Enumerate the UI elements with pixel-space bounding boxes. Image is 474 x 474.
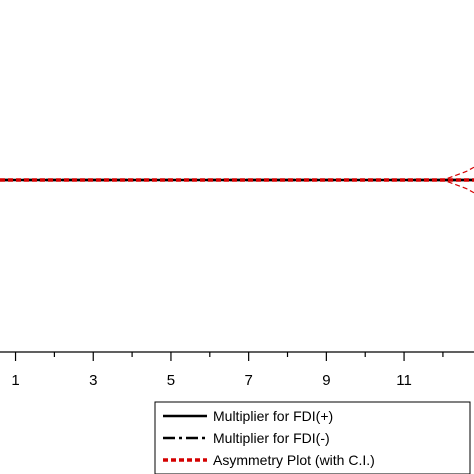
x-tick-label: 11 xyxy=(396,372,412,389)
legend-label-2: Multiplier for FDI(-) xyxy=(213,430,330,446)
legend-label-1: Multiplier for FDI(+) xyxy=(213,408,333,424)
x-tick-label: 3 xyxy=(89,372,97,389)
legend: Multiplier for FDI(+) Multiplier for FDI(… xyxy=(154,401,471,474)
legend-label-3: Asymmetry Plot (with C.I.) xyxy=(213,452,375,468)
x-tick-label: 7 xyxy=(244,372,252,389)
legend-box xyxy=(154,401,471,474)
x-tick-label: 1 xyxy=(11,372,19,389)
x-axis-tick-labels: 1 3 5 7 9 11 xyxy=(11,372,411,389)
x-tick-label: 5 xyxy=(167,372,175,389)
x-tick-label: 9 xyxy=(322,372,330,389)
confidence-band-lower xyxy=(0,179,474,194)
confidence-band-upper xyxy=(0,166,474,181)
zero-lines xyxy=(0,166,474,194)
x-axis-ticks xyxy=(14,352,444,361)
